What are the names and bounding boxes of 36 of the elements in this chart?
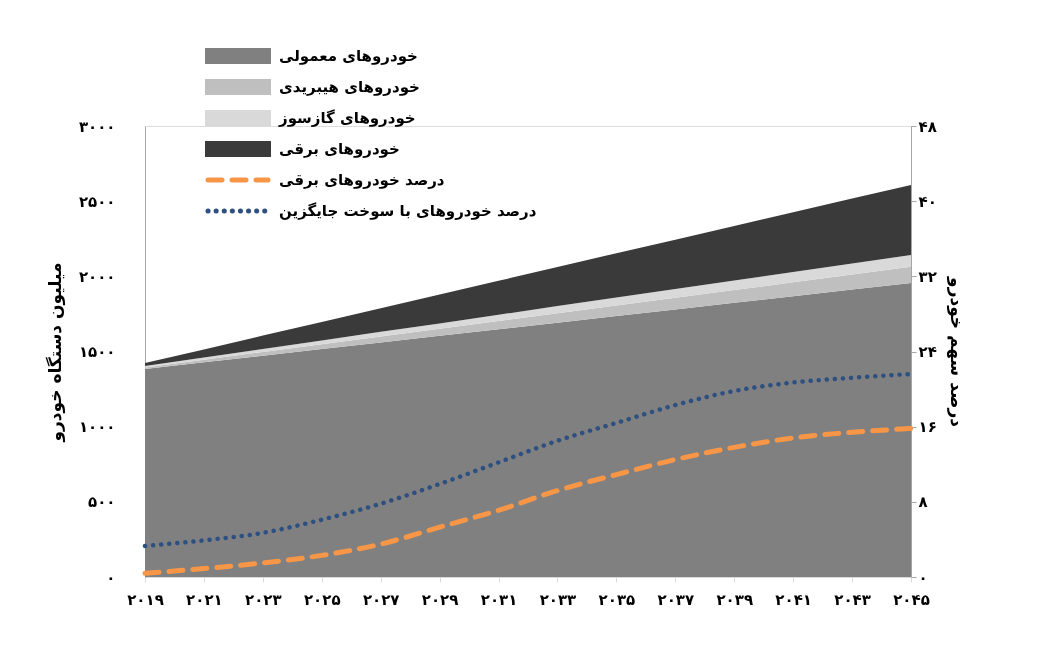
y2-tick-label: ۰ (918, 568, 928, 587)
y-tick-label: ۱۵۰۰ (78, 343, 116, 361)
y-tick-label: ۲۵۰۰ (78, 192, 116, 211)
legend-label: درصد خودروهای برقی (279, 171, 445, 189)
x-tick-label: ۲۰۲۳ (245, 590, 282, 609)
x-tick-label: ۲۰۳۷ (657, 590, 695, 609)
legend-label: درصد خودروهای با سوخت جایگزین (279, 202, 537, 220)
legend-label: خودروهای معمولی (279, 47, 418, 65)
y2-tick-label: ۴۸ (918, 117, 937, 136)
legend-label: خودروهای برقی (279, 140, 400, 158)
x-tick-label: ۲۰۲۵ (303, 590, 341, 609)
y-tick-label: ۱۰۰۰ (78, 418, 116, 437)
y2-tick-label: ۲۴ (918, 343, 937, 361)
x-tick-label: ۲۰۲۷ (362, 590, 400, 609)
legend-label: خودروهای گازسوز (278, 109, 416, 127)
y-tick-label: ۰ (106, 568, 116, 587)
y-axis-title: میلیون دستگاه خودرو (44, 262, 66, 443)
y-tick-label: ۵۰۰ (88, 493, 116, 512)
y2-axis-title: درصد سهم خودرو (945, 276, 967, 428)
y2-tick-label: ۸ (918, 493, 928, 512)
y-tick-label: ۳۰۰۰ (78, 117, 116, 136)
x-tick-label: ۲۰۳۳ (539, 590, 577, 609)
y-tick-label: ۲۰۰۰ (78, 267, 116, 286)
legend-label: خودروهای هیبریدی (279, 78, 420, 96)
x-tick-label: ۲۰۴۵ (893, 590, 930, 609)
x-tick-label: ۲۰۳۱ (480, 590, 518, 609)
y2-tick-label: ۱۶ (918, 418, 937, 437)
y2-tick-label: ۳۲ (918, 267, 937, 286)
x-tick-label: ۲۰۳۵ (598, 590, 636, 609)
y2-tick-label: ۴۰ (918, 192, 937, 211)
x-tick-label: ۲۰۴۳ (834, 590, 871, 609)
x-tick-label: ۲۰۱۹ (127, 590, 164, 609)
x-tick-label: ۲۰۴۱ (775, 590, 812, 609)
x-tick-label: ۲۰۲۱ (186, 590, 223, 609)
x-tick-label: ۲۰۲۹ (421, 590, 459, 609)
x-tick-label: ۲۰۳۹ (716, 590, 754, 609)
